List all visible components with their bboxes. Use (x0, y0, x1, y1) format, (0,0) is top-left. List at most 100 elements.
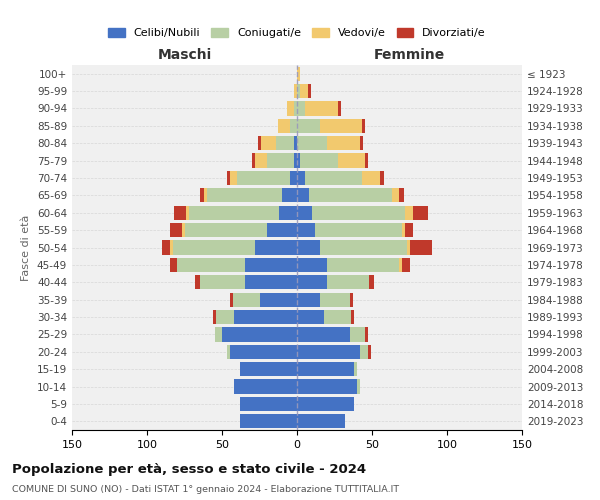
Bar (240, 397, 297, 411)
Bar (290, 171, 297, 185)
Bar (297, 66, 300, 81)
Bar (297, 275, 327, 289)
Text: COMUNE DI SUNO (NO) - Dati ISTAT 1° gennaio 2024 - Elaborazione TUTTITALIA.IT: COMUNE DI SUNO (NO) - Dati ISTAT 1° genn… (12, 485, 399, 494)
Bar (229, 292, 233, 307)
Bar (173, 240, 255, 254)
Bar (240, 362, 297, 376)
Bar (267, 154, 294, 168)
Bar (365, 154, 367, 168)
Bar (297, 397, 354, 411)
Bar (405, 223, 413, 237)
Bar (380, 171, 384, 185)
Bar (357, 380, 360, 394)
Legend: Celibi/Nubili, Coniugati/e, Vedovi/e, Divorziati/e: Celibi/Nubili, Coniugati/e, Vedovi/e, Di… (104, 23, 490, 43)
Bar (360, 136, 363, 150)
Bar (354, 362, 357, 376)
Bar (245, 258, 297, 272)
Bar (409, 240, 432, 254)
Bar (258, 136, 261, 150)
Bar (407, 240, 409, 254)
Bar (252, 154, 255, 168)
Bar (227, 171, 229, 185)
Bar (297, 344, 360, 359)
Bar (300, 84, 308, 98)
Bar (279, 206, 297, 220)
Bar (204, 188, 207, 202)
Bar (308, 84, 311, 98)
Bar (309, 188, 392, 202)
Bar (294, 102, 297, 116)
Bar (199, 188, 204, 202)
Bar (282, 188, 297, 202)
Bar (294, 154, 297, 168)
Bar (177, 258, 245, 272)
Bar (297, 154, 300, 168)
Bar (399, 188, 404, 202)
Bar (276, 136, 294, 150)
Bar (237, 171, 290, 185)
Bar (174, 206, 186, 220)
Bar (297, 240, 320, 254)
Bar (297, 188, 309, 202)
Bar (324, 310, 351, 324)
Bar (361, 118, 365, 133)
Bar (297, 362, 354, 376)
Bar (351, 310, 354, 324)
Bar (369, 275, 373, 289)
Bar (297, 380, 357, 394)
Bar (297, 258, 327, 272)
Text: Femmine: Femmine (374, 48, 445, 62)
Bar (290, 118, 297, 133)
Bar (234, 310, 297, 324)
Bar (227, 344, 229, 359)
Bar (294, 136, 297, 150)
Bar (405, 206, 413, 220)
Bar (186, 206, 189, 220)
Bar (255, 154, 267, 168)
Bar (170, 223, 182, 237)
Bar (260, 292, 297, 307)
Bar (297, 328, 349, 342)
Bar (312, 206, 405, 220)
Text: Popolazione per età, sesso e stato civile - 2024: Popolazione per età, sesso e stato civil… (12, 462, 366, 475)
Bar (305, 171, 361, 185)
Bar (297, 102, 305, 116)
Bar (297, 171, 305, 185)
Bar (170, 258, 177, 272)
Bar (297, 310, 324, 324)
Bar (337, 154, 365, 168)
Bar (294, 84, 297, 98)
Bar (261, 136, 276, 150)
Bar (297, 206, 312, 220)
Bar (402, 258, 409, 272)
Bar (402, 223, 405, 237)
Bar (185, 223, 267, 237)
Bar (327, 275, 369, 289)
Bar (413, 206, 427, 220)
Text: Maschi: Maschi (157, 48, 212, 62)
Bar (361, 171, 380, 185)
Bar (360, 344, 367, 359)
Bar (222, 328, 297, 342)
Bar (234, 380, 297, 394)
Bar (399, 258, 402, 272)
Bar (240, 414, 297, 428)
Bar (195, 275, 199, 289)
Bar (182, 223, 185, 237)
Bar (327, 136, 360, 150)
Bar (365, 328, 367, 342)
Bar (277, 118, 290, 133)
Bar (189, 206, 279, 220)
Bar (287, 102, 294, 116)
Bar (213, 310, 216, 324)
Bar (300, 154, 337, 168)
Bar (267, 223, 297, 237)
Bar (320, 292, 349, 307)
Bar (320, 118, 361, 133)
Bar (215, 328, 222, 342)
Bar (297, 292, 320, 307)
Bar (255, 240, 297, 254)
Bar (297, 414, 345, 428)
Bar (349, 328, 365, 342)
Bar (337, 102, 341, 116)
